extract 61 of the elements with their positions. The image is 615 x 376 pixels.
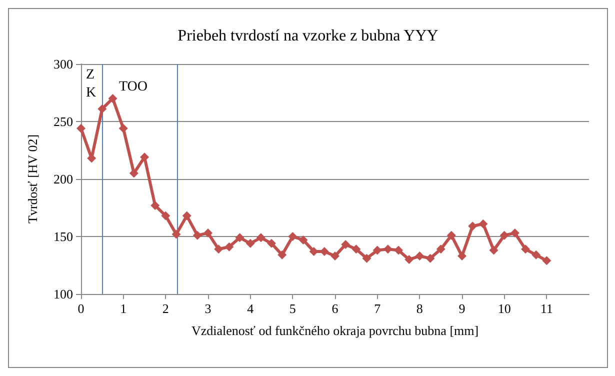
point (182, 211, 192, 220)
x-axis-title: Vzdialenosť od funkčného okraja povrchu bubna [mm] (191, 323, 479, 338)
point (161, 211, 170, 220)
x-tick-label: 8 (416, 301, 423, 316)
point (172, 230, 181, 239)
point (362, 254, 372, 263)
point (108, 94, 118, 103)
point (521, 244, 530, 254)
point (478, 219, 488, 228)
x-tick-label: 2 (162, 301, 169, 316)
x-tick-label: 6 (332, 301, 339, 316)
point (415, 252, 424, 261)
x-tick-label: 1 (120, 301, 127, 316)
point (192, 230, 202, 240)
point (436, 244, 446, 254)
point (267, 238, 276, 248)
point (394, 246, 403, 255)
point (352, 244, 361, 254)
point (246, 238, 255, 248)
annotation: Z K (86, 68, 96, 100)
point (204, 228, 212, 238)
y-tick-label: 300 (54, 56, 73, 72)
point (118, 124, 128, 133)
x-tick-label: 10 (498, 301, 511, 316)
y-tick-label: 200 (54, 172, 73, 186)
point (341, 240, 350, 250)
point (500, 230, 509, 240)
point (468, 222, 478, 231)
point (256, 233, 266, 242)
point (372, 246, 382, 255)
chart-title: Priebeh tvrdostí na vzorke z bubna YYY (178, 28, 439, 44)
point (288, 232, 298, 241)
y-axis-title: Tvrdosť [HV 02] (25, 134, 40, 224)
point (235, 233, 244, 242)
x-tick-label: 11 (540, 301, 553, 316)
point (458, 252, 466, 261)
point (542, 256, 552, 266)
x-tick-label: 9 (458, 301, 466, 316)
annotation: TOO (119, 80, 148, 94)
y-tick-label: 250 (54, 114, 73, 129)
point (489, 246, 498, 255)
point (426, 254, 435, 263)
point (76, 124, 86, 133)
x-tick-label: 0 (78, 301, 84, 316)
point (510, 228, 520, 238)
point (98, 104, 107, 114)
point (404, 255, 414, 264)
y-tick-label: 150 (54, 229, 73, 244)
point (330, 252, 340, 261)
point (214, 244, 224, 254)
point (446, 230, 456, 240)
point (224, 242, 234, 252)
point (298, 235, 308, 244)
x-tick-label: 3 (204, 301, 212, 316)
y-tick-label: 100 (54, 286, 73, 302)
point (278, 250, 287, 260)
x-tick-label: 5 (289, 301, 296, 316)
x-tick-label: 7 (374, 301, 382, 316)
point (150, 200, 160, 210)
x-tick-label: 4 (247, 301, 254, 316)
point (532, 250, 541, 260)
